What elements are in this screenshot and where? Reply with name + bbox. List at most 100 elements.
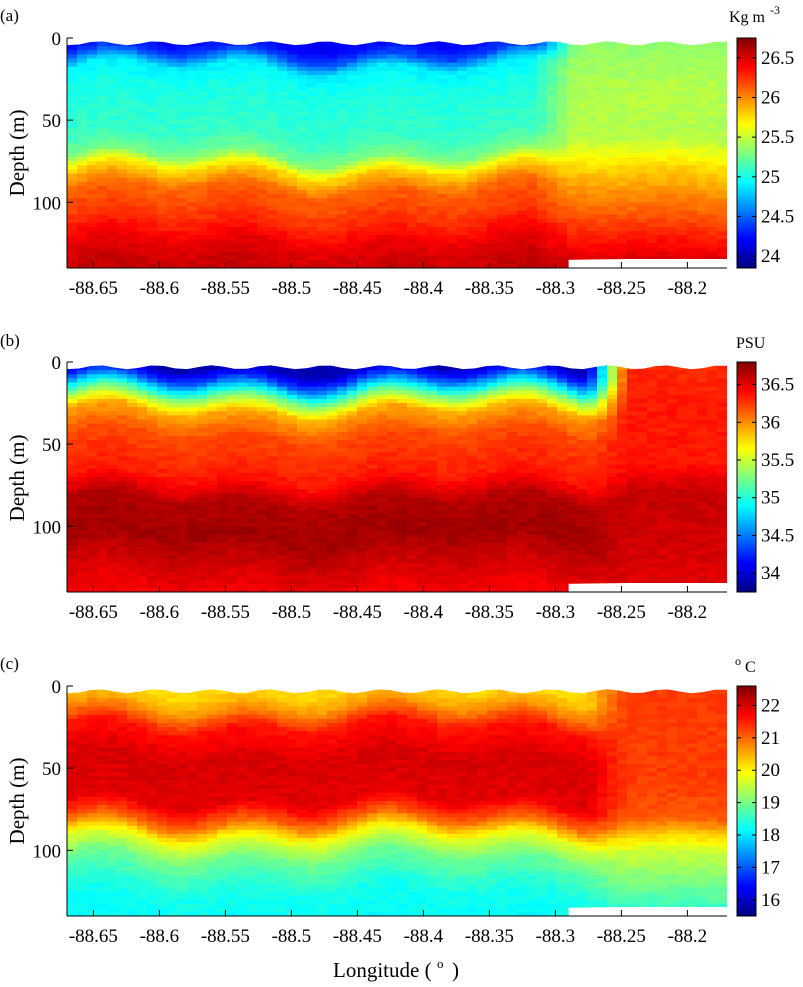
heatmap-cell <box>97 124 108 129</box>
heatmap-cell <box>67 497 78 503</box>
heatmap-cell <box>67 54 78 60</box>
heatmap-cell <box>77 390 88 396</box>
heatmap-cell <box>477 157 488 162</box>
heatmap-cell <box>707 79 718 84</box>
heatmap-cell <box>177 583 188 589</box>
heatmap-cell <box>447 231 458 236</box>
heatmap-cell <box>427 222 438 228</box>
heatmap-cell <box>367 103 378 109</box>
heatmap-cell <box>157 173 168 179</box>
heatmap-cell <box>77 95 88 101</box>
heatmap-cell <box>177 46 188 51</box>
heatmap-cell <box>677 107 688 113</box>
heatmap-cell <box>147 99 158 105</box>
heatmap-cell <box>697 83 708 88</box>
heatmap-cell <box>447 247 458 253</box>
heatmap-cell <box>217 365 228 367</box>
heatmap-cell <box>407 239 418 244</box>
heatmap-cell <box>187 103 198 109</box>
heatmap-cell <box>77 460 88 466</box>
heatmap-cell <box>417 218 428 224</box>
heatmap-cell <box>317 79 328 84</box>
heatmap-cell <box>427 132 438 138</box>
heatmap-cell <box>487 210 498 216</box>
heatmap-cell <box>97 583 108 589</box>
heatmap-cell <box>187 95 198 101</box>
heatmap-cell <box>257 95 268 101</box>
heatmap-cell <box>527 194 538 199</box>
heatmap-cell <box>667 239 678 244</box>
heatmap-cell <box>577 181 588 187</box>
heatmap-cell <box>67 571 78 577</box>
heatmap-cell <box>457 66 468 72</box>
heatmap-cell <box>547 46 558 51</box>
heatmap-cell <box>207 538 218 544</box>
heatmap-cell <box>277 365 288 367</box>
heatmap-cell <box>177 493 188 499</box>
heatmap-cell <box>167 526 178 531</box>
heatmap-cell <box>257 128 268 134</box>
heatmap-cell <box>457 83 468 88</box>
heatmap-cell <box>227 587 238 592</box>
heatmap-cell <box>207 255 218 261</box>
heatmap-cell <box>607 251 618 257</box>
heatmap-cell <box>497 116 508 121</box>
heatmap-cell <box>607 194 618 199</box>
heatmap-cell <box>307 157 318 162</box>
heatmap-cell <box>627 185 638 191</box>
heatmap-cell <box>397 54 408 60</box>
heatmap-cell <box>107 411 118 416</box>
heatmap-cell <box>537 124 548 129</box>
heatmap-cell <box>567 132 578 138</box>
heatmap-cell <box>207 497 218 503</box>
heatmap-cell <box>237 493 248 499</box>
heatmap-cell <box>147 120 158 125</box>
heatmap-cell <box>647 189 658 195</box>
heatmap-cell <box>417 99 428 105</box>
heatmap-cell <box>687 148 698 154</box>
heatmap-cell <box>177 587 188 592</box>
heatmap-cell <box>157 403 168 408</box>
heatmap-cell <box>207 571 218 577</box>
heatmap-cell <box>427 148 438 154</box>
heatmap-cell <box>667 210 678 216</box>
heatmap-cell <box>407 144 418 150</box>
heatmap-cell <box>497 263 508 269</box>
heatmap-cell <box>197 70 208 76</box>
heatmap-cell <box>447 161 458 166</box>
heatmap-cell <box>297 194 308 199</box>
heatmap-cell <box>177 501 188 507</box>
heatmap-cell <box>437 50 448 56</box>
heatmap-cell <box>167 218 178 224</box>
heatmap-cell <box>447 87 458 92</box>
heatmap-cell <box>437 132 448 138</box>
heatmap-cell <box>107 583 118 589</box>
heatmap-cell <box>197 107 208 113</box>
heatmap-cell <box>477 185 488 191</box>
heatmap-cell <box>167 538 178 544</box>
x-tick-label: -88.45 <box>333 278 382 299</box>
heatmap-cell <box>127 448 138 453</box>
heatmap-cell <box>607 103 618 109</box>
heatmap-cell <box>347 235 358 240</box>
heatmap-cell <box>117 202 128 207</box>
heatmap-cell <box>227 70 238 76</box>
heatmap-cell <box>167 74 178 80</box>
heatmap-cell <box>167 153 178 158</box>
heatmap-cell <box>577 173 588 179</box>
heatmap-cell <box>267 555 278 560</box>
heatmap-cell <box>227 214 238 220</box>
heatmap-cell <box>357 54 368 60</box>
heatmap-cell <box>157 198 168 203</box>
heatmap-cell <box>107 132 118 138</box>
heatmap-cell <box>147 583 158 589</box>
heatmap-cell <box>387 247 398 253</box>
heatmap-cell <box>177 181 188 187</box>
heatmap-cell <box>627 222 638 228</box>
heatmap-cell <box>407 235 418 240</box>
heatmap-cell <box>337 169 348 175</box>
heatmap-cell <box>257 144 268 150</box>
heatmap-cell <box>677 62 688 68</box>
heatmap-cell <box>627 214 638 220</box>
heatmap-cell <box>587 58 598 64</box>
